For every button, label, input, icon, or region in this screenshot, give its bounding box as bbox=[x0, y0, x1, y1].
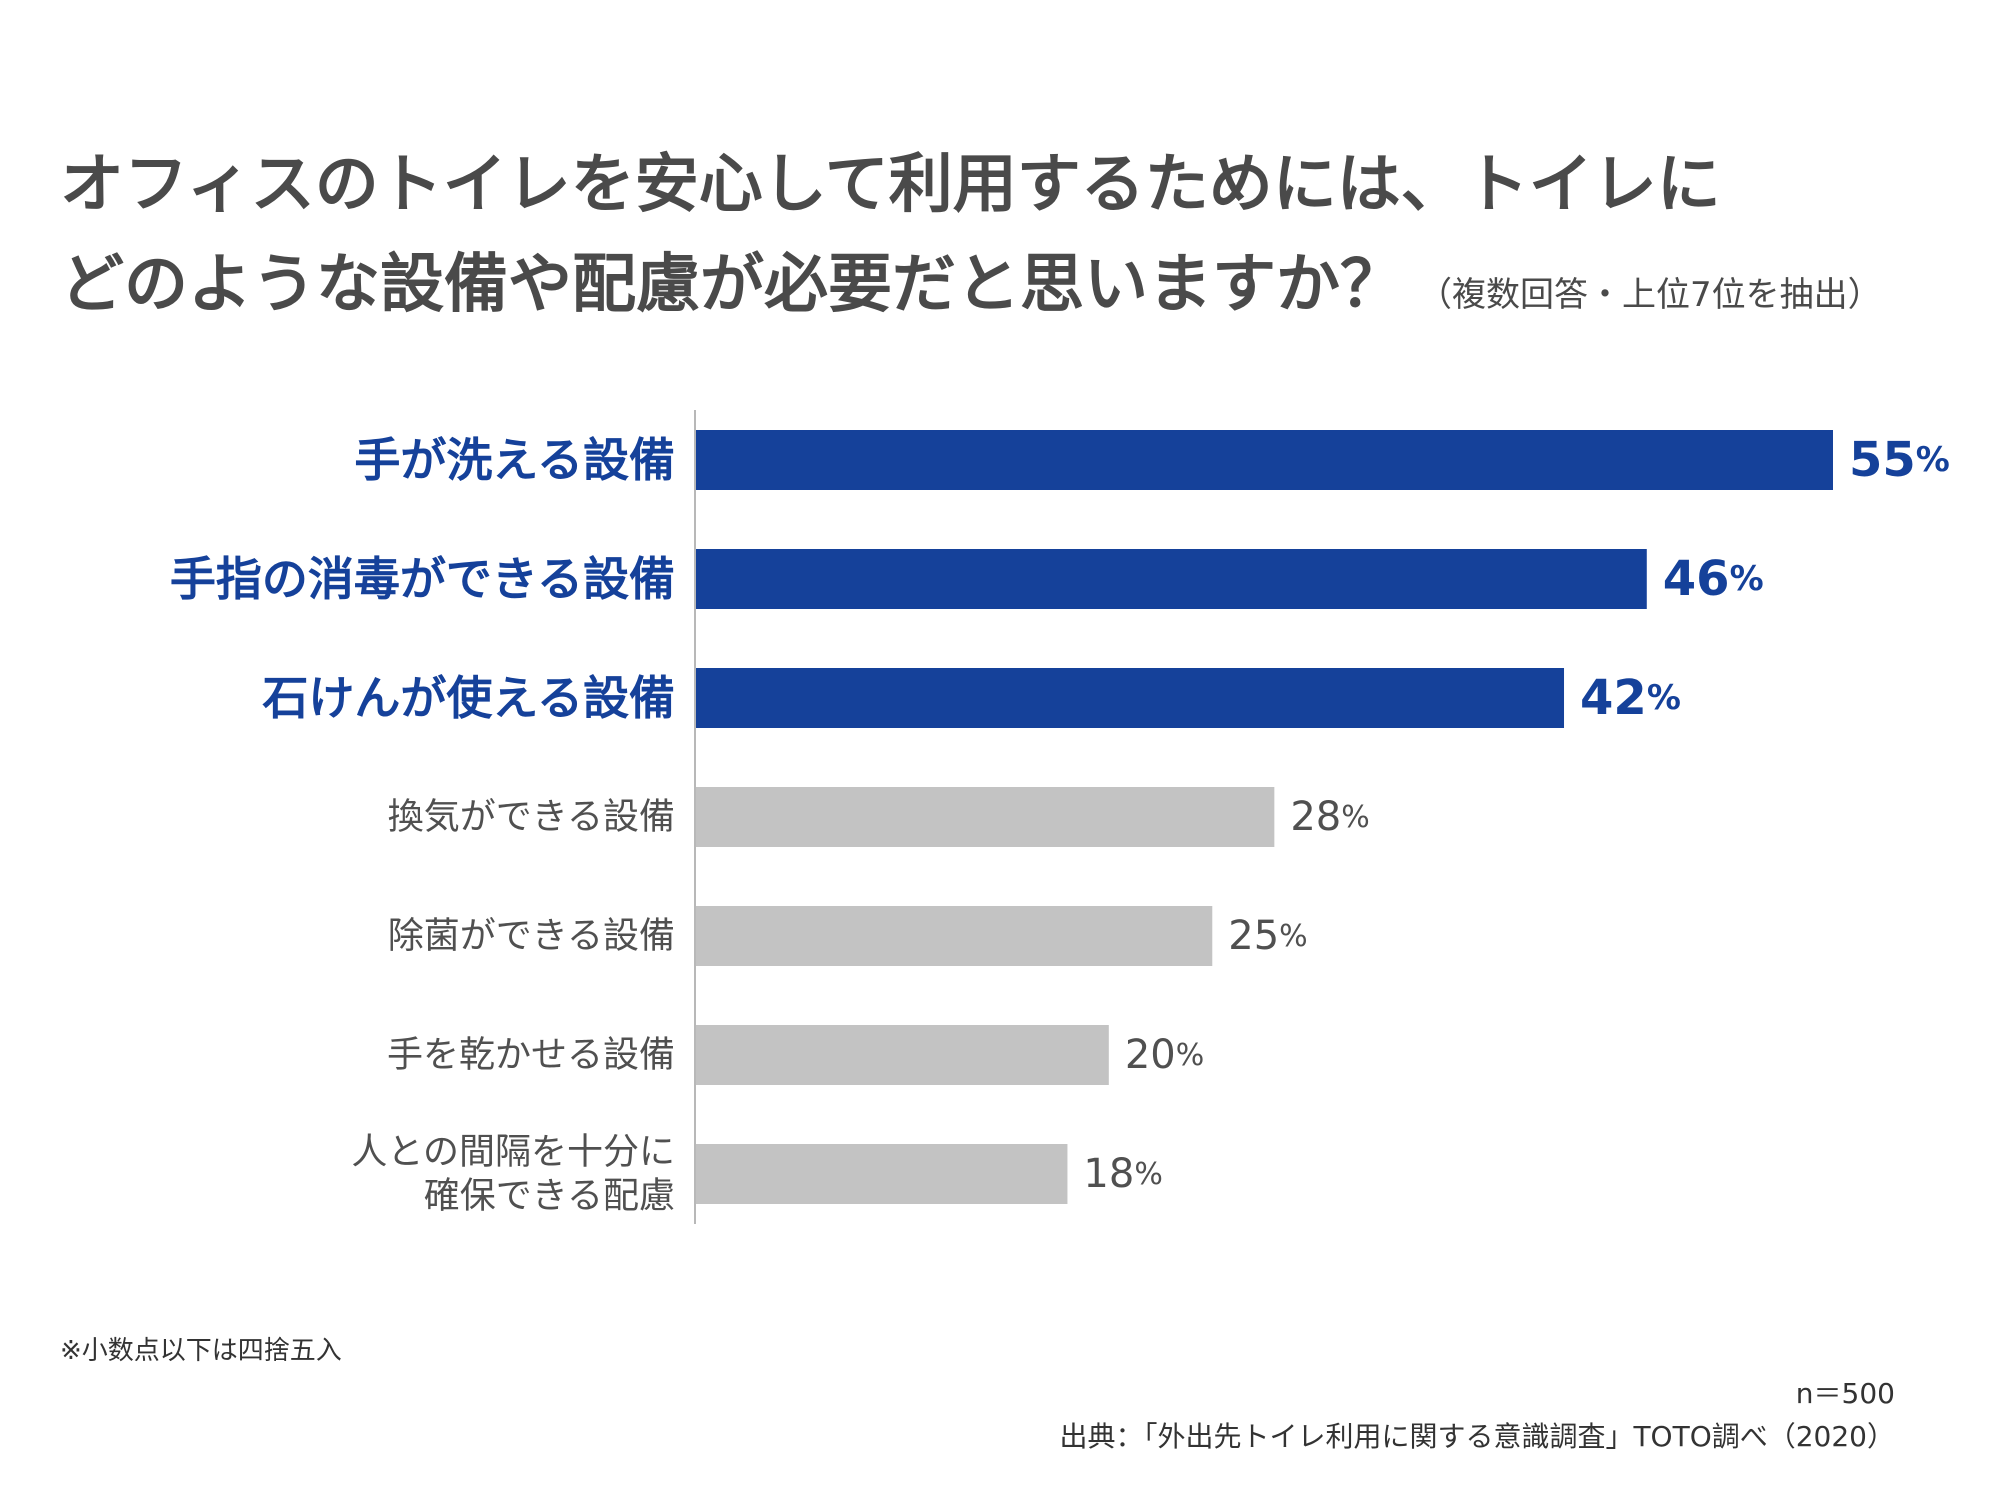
category-label: 除菌ができる設備 bbox=[388, 916, 675, 957]
bar bbox=[695, 430, 1833, 490]
value-number: 28 bbox=[1290, 794, 1341, 840]
source-citation: 出典：「外出先トイレ利用に関する意識調査」TOTO調べ（2020） bbox=[1059, 1420, 1895, 1453]
bar bbox=[695, 549, 1647, 609]
category-label: 手を乾かせる設備 bbox=[387, 1035, 675, 1076]
bar bbox=[695, 1025, 1109, 1085]
bar bbox=[695, 668, 1565, 728]
value-number: 55 bbox=[1849, 432, 1916, 488]
title-line-2: どのような設備や配慮が必要だと思いますか？ （複数回答・上位7位を抽出） bbox=[60, 235, 1960, 345]
category-label: 石けんが使える設備 bbox=[262, 671, 675, 725]
value-label: 42% bbox=[1580, 670, 1681, 726]
value-unit: % bbox=[1647, 678, 1681, 718]
sample-size: n＝500 bbox=[1795, 1377, 1895, 1410]
value-number: 46 bbox=[1663, 551, 1730, 607]
value-unit: % bbox=[1176, 1038, 1205, 1073]
value-label: 18% bbox=[1083, 1151, 1162, 1197]
value-number: 25 bbox=[1228, 913, 1279, 959]
value-number: 18 bbox=[1083, 1151, 1134, 1197]
value-number: 42 bbox=[1580, 670, 1647, 726]
value-unit: % bbox=[1730, 559, 1764, 599]
value-label: 20% bbox=[1125, 1032, 1204, 1078]
bar bbox=[695, 906, 1213, 966]
category-label: 確保できる配慮 bbox=[424, 1176, 675, 1217]
chart-subtitle: （複数回答・上位7位を抽出） bbox=[1418, 275, 1882, 315]
rounding-note: ※小数点以下は四捨五入 bbox=[60, 1336, 342, 1366]
category-label: 人との間隔を十分に bbox=[351, 1132, 675, 1173]
bar bbox=[695, 787, 1275, 847]
value-unit: % bbox=[1279, 919, 1308, 954]
category-label: 手指の消毒ができる設備 bbox=[170, 552, 675, 606]
bar bbox=[695, 1144, 1068, 1204]
title-line-1: オフィスのトイレを安心して利用するためには、トイレに bbox=[60, 148, 1721, 222]
value-unit: % bbox=[1916, 440, 1950, 480]
value-label: 25% bbox=[1228, 913, 1307, 959]
value-label: 55% bbox=[1849, 432, 1950, 488]
value-label: 46% bbox=[1663, 551, 1764, 607]
category-label: 換気ができる設備 bbox=[388, 797, 675, 838]
value-unit: % bbox=[1341, 800, 1370, 835]
value-label: 28% bbox=[1290, 794, 1369, 840]
bar-chart: 手が洗える設備 55% 手指の消毒ができる設備 46% 石けんが使える設備 42% 換気がで… bbox=[170, 410, 1950, 1224]
value-number: 20 bbox=[1125, 1032, 1176, 1078]
value-unit: % bbox=[1134, 1157, 1163, 1192]
chart-title: オフィスのトイレを安心して利用するためには、トイレに どのような設備や配慮が必要… bbox=[60, 135, 1960, 345]
title-line-2-text: どのような設備や配慮が必要だと思いますか？ bbox=[60, 248, 1404, 322]
category-label: 手が洗える設備 bbox=[354, 433, 675, 487]
